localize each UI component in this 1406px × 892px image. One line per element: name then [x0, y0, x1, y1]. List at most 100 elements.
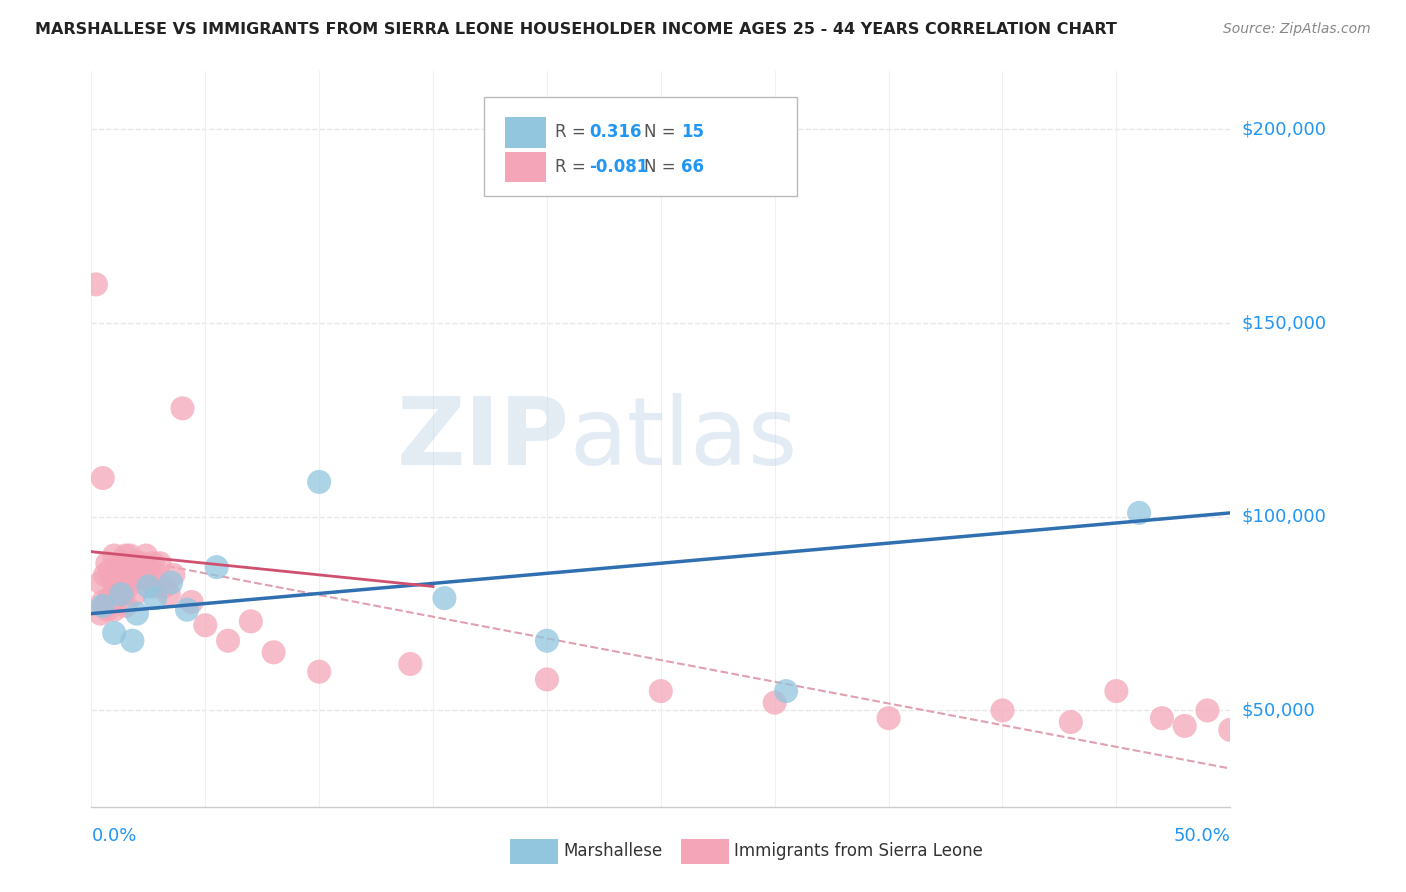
Point	[143, 580, 166, 594]
Point	[125, 556, 148, 570]
Point	[763, 696, 786, 710]
FancyBboxPatch shape	[505, 117, 546, 148]
Point	[98, 564, 121, 578]
FancyBboxPatch shape	[505, 152, 546, 183]
Text: $200,000: $200,000	[1241, 120, 1326, 138]
Text: -0.081: -0.081	[589, 158, 648, 176]
Text: $100,000: $100,000	[1241, 508, 1326, 525]
Point	[775, 684, 797, 698]
Point	[101, 595, 124, 609]
Point	[103, 575, 125, 590]
Point	[101, 572, 124, 586]
Point	[142, 556, 165, 570]
Point	[125, 607, 148, 621]
Text: Source: ZipAtlas.com: Source: ZipAtlas.com	[1223, 22, 1371, 37]
Text: atlas: atlas	[569, 393, 799, 485]
Point	[121, 556, 143, 570]
Point	[217, 633, 239, 648]
Text: 66: 66	[682, 158, 704, 176]
Point	[91, 471, 114, 485]
Point	[157, 587, 180, 601]
Text: R =: R =	[555, 158, 591, 176]
Point	[162, 567, 184, 582]
Point	[110, 587, 132, 601]
Point	[1197, 703, 1219, 717]
Text: 50.0%: 50.0%	[1174, 827, 1230, 845]
FancyBboxPatch shape	[484, 97, 797, 196]
Point	[98, 591, 121, 606]
Point	[139, 567, 162, 582]
Text: 15: 15	[682, 123, 704, 142]
Point	[131, 556, 153, 570]
Text: N =: N =	[644, 158, 681, 176]
Text: Immigrants from Sierra Leone: Immigrants from Sierra Leone	[734, 842, 983, 861]
Point	[877, 711, 900, 725]
Point	[107, 587, 129, 601]
Text: $150,000: $150,000	[1241, 314, 1326, 332]
Point	[94, 599, 117, 613]
Point	[308, 475, 330, 489]
Point	[114, 575, 136, 590]
FancyBboxPatch shape	[682, 838, 730, 864]
Point	[650, 684, 672, 698]
Point	[1128, 506, 1150, 520]
Point	[114, 599, 136, 613]
Point	[180, 595, 202, 609]
Point	[121, 633, 143, 648]
Point	[128, 567, 150, 582]
Point	[103, 626, 125, 640]
Point	[263, 645, 285, 659]
Point	[153, 580, 176, 594]
Text: N =: N =	[644, 123, 681, 142]
Point	[160, 575, 183, 590]
Point	[1060, 714, 1083, 729]
Point	[1150, 711, 1173, 725]
Point	[1219, 723, 1241, 737]
Text: $50,000: $50,000	[1241, 701, 1315, 720]
Point	[138, 580, 160, 594]
Point	[96, 603, 118, 617]
Point	[117, 580, 139, 594]
Point	[105, 567, 128, 582]
Point	[105, 591, 128, 606]
Point	[991, 703, 1014, 717]
Point	[91, 599, 114, 613]
Point	[110, 580, 132, 594]
Point	[239, 615, 262, 629]
Point	[124, 587, 146, 601]
Point	[143, 591, 166, 606]
Point	[112, 560, 135, 574]
Point	[89, 575, 111, 590]
Text: R =: R =	[555, 123, 591, 142]
Point	[84, 277, 107, 292]
Point	[120, 549, 142, 563]
Point	[120, 572, 142, 586]
Point	[172, 401, 194, 416]
Point	[124, 560, 146, 574]
Point	[114, 549, 136, 563]
Point	[536, 633, 558, 648]
Point	[107, 560, 129, 574]
Point	[94, 567, 117, 582]
Point	[176, 603, 198, 617]
Point	[89, 607, 111, 621]
Point	[194, 618, 217, 632]
Point	[536, 673, 558, 687]
Point	[96, 556, 118, 570]
FancyBboxPatch shape	[510, 838, 558, 864]
Text: MARSHALLESE VS IMMIGRANTS FROM SIERRA LEONE HOUSEHOLDER INCOME AGES 25 - 44 YEAR: MARSHALLESE VS IMMIGRANTS FROM SIERRA LE…	[35, 22, 1116, 37]
Point	[132, 572, 155, 586]
Point	[112, 587, 135, 601]
Point	[91, 595, 114, 609]
Text: 0.0%: 0.0%	[91, 827, 136, 845]
Point	[149, 556, 172, 570]
Text: 0.316: 0.316	[589, 123, 641, 142]
Point	[103, 549, 125, 563]
Text: Marshallese: Marshallese	[562, 842, 662, 861]
Point	[1105, 684, 1128, 698]
Point	[110, 556, 132, 570]
Point	[205, 560, 228, 574]
Text: ZIP: ZIP	[396, 393, 569, 485]
Point	[117, 556, 139, 570]
Point	[308, 665, 330, 679]
